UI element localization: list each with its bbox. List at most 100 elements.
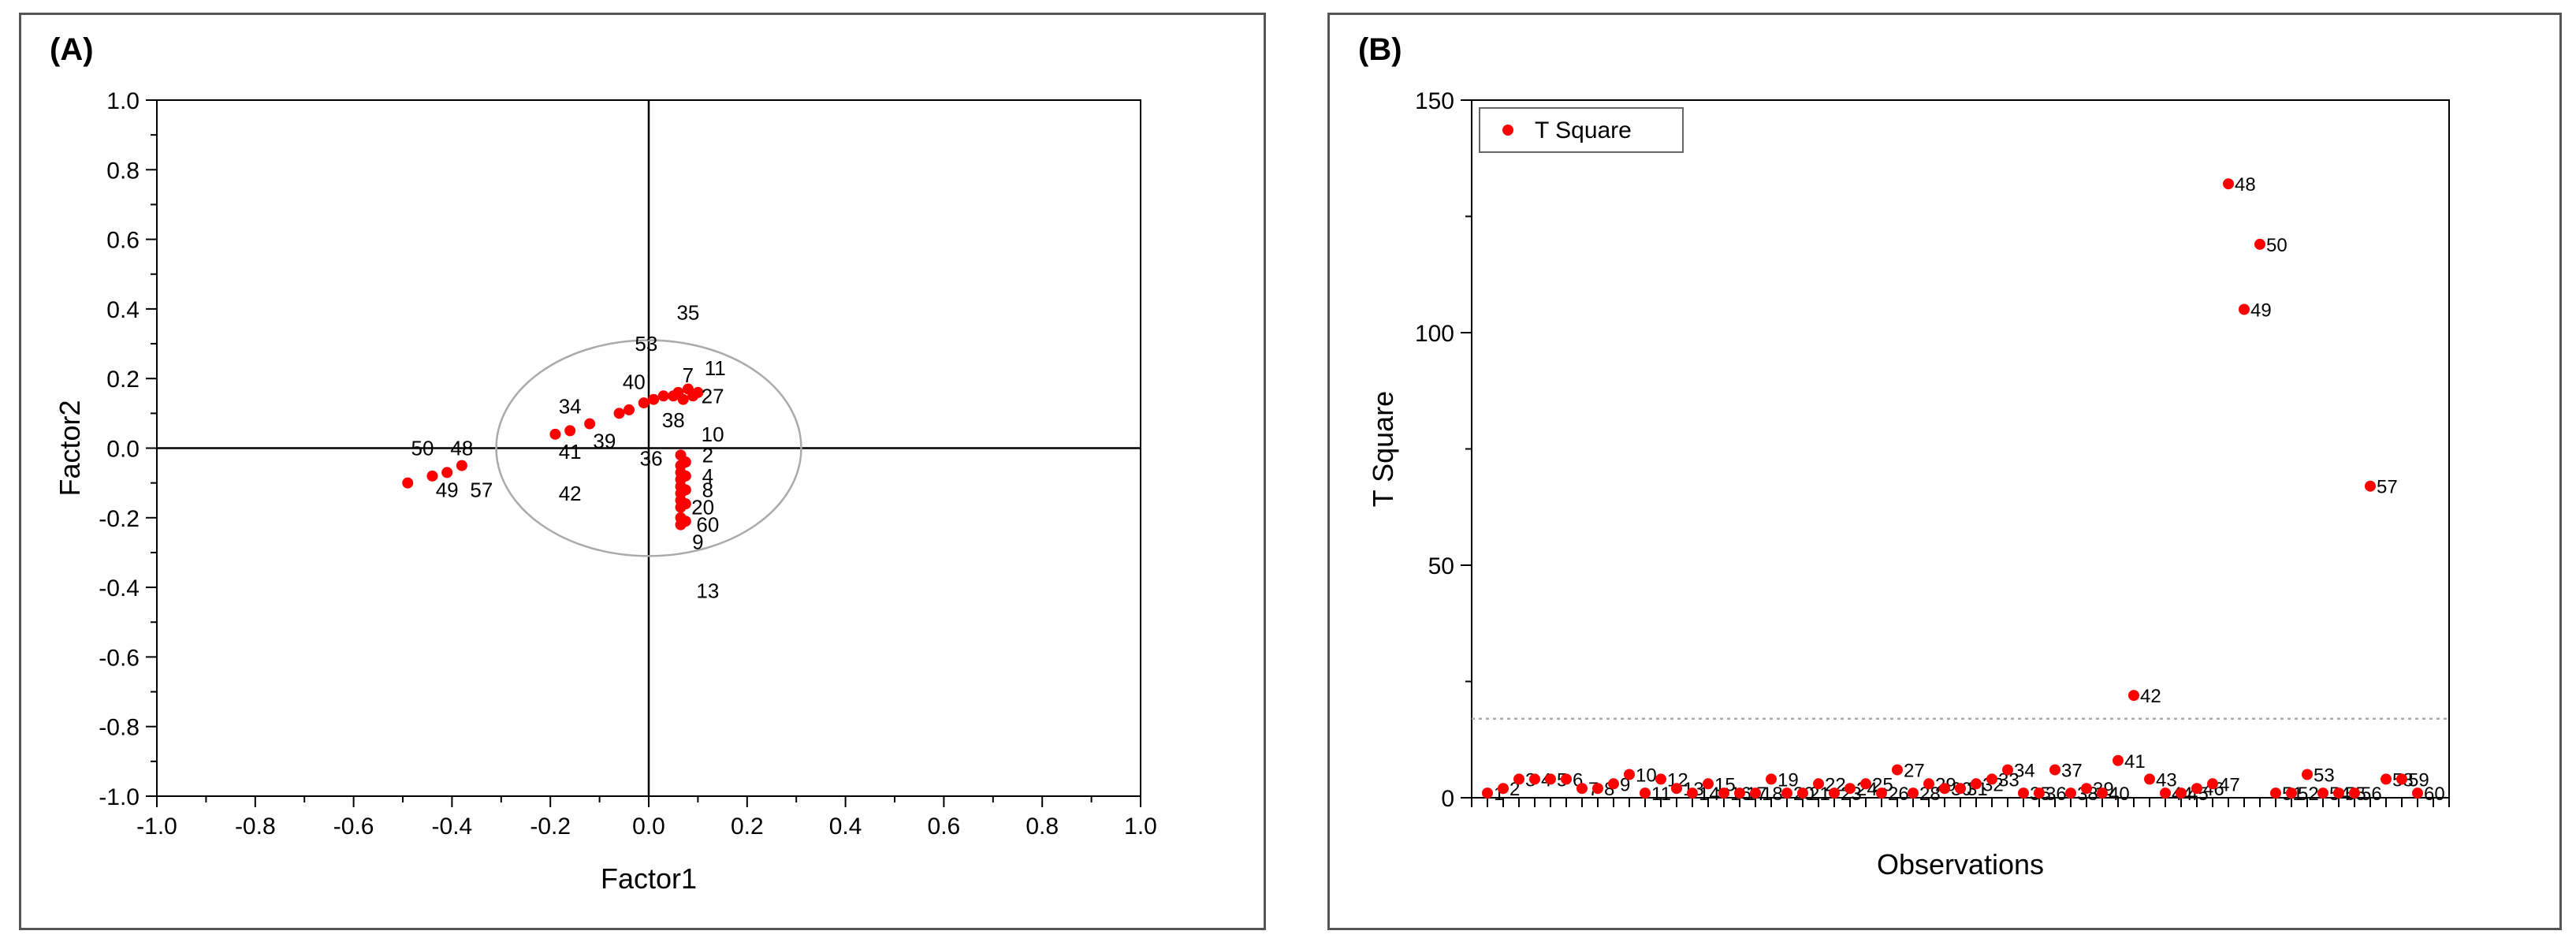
data-point (1750, 787, 1761, 799)
y-tick-label: 0.6 (106, 228, 140, 254)
data-point (2223, 178, 2234, 190)
t-square-chart: 0501001501234567891011121314151617181920… (1367, 88, 2450, 881)
data-point (679, 470, 691, 482)
panel-a-label: (A) (50, 32, 94, 67)
data-point (1498, 783, 1509, 795)
data-point (1687, 787, 1698, 799)
data-point (2412, 787, 2423, 799)
point-label: 43 (2156, 769, 2177, 791)
point-label: 39 (593, 430, 616, 453)
x-tick-label: -0.2 (530, 814, 571, 840)
x-tick-label: 0.2 (731, 814, 764, 840)
data-point (2381, 773, 2392, 785)
y-tick-label: 0.2 (106, 367, 140, 393)
data-point (677, 393, 689, 405)
data-point (2270, 787, 2281, 799)
point-label: 2 (702, 443, 713, 467)
data-point (638, 397, 650, 409)
data-point (1939, 783, 1950, 795)
y-tick-label: 0.0 (106, 437, 140, 463)
point-label: 11 (705, 356, 726, 380)
panel-b: (B) 050100150123456789101112131415161718… (1327, 13, 2562, 930)
data-point (2097, 787, 2108, 799)
point-label: 49 (2250, 300, 2272, 322)
point-label: 10 (1636, 765, 1657, 787)
legend-marker (1502, 125, 1513, 136)
point-label: 42 (559, 482, 582, 505)
y-tick-label: 0.4 (106, 297, 140, 323)
data-point (2286, 787, 2297, 799)
data-point (1955, 783, 1966, 795)
data-point (1545, 773, 1556, 785)
point-label: 35 (676, 300, 699, 324)
data-point (613, 408, 625, 419)
point-label: 36 (640, 447, 663, 471)
data-point (679, 484, 691, 496)
data-point (1624, 769, 1635, 780)
y-tick-label: -0.2 (99, 506, 140, 532)
data-point (1892, 764, 1903, 776)
data-point (1734, 787, 1745, 799)
data-point (2113, 754, 2124, 766)
plot-frame (1471, 99, 2450, 799)
x-tick-label: 1.0 (1124, 814, 1157, 840)
data-point (2239, 303, 2250, 315)
point-label: 48 (450, 437, 473, 460)
data-point (2317, 787, 2328, 799)
point-label: 10 (702, 423, 724, 446)
point-label: 42 (2140, 686, 2161, 707)
point-label: 41 (2124, 751, 2146, 773)
point-label: 9 (692, 531, 703, 554)
point-label: 59 (2408, 769, 2429, 791)
point-label: 52 (2298, 784, 2319, 805)
x-tick-label: -0.8 (235, 814, 276, 840)
point-label: 20 (691, 496, 714, 519)
point-label: 34 (559, 395, 582, 419)
point-label: 18 (1762, 784, 1783, 805)
data-point (1671, 783, 1682, 795)
data-point (1703, 778, 1714, 790)
data-point (657, 390, 669, 402)
data-point (1923, 778, 1934, 790)
y-tick-label: 150 (1415, 88, 1454, 114)
data-point (2034, 787, 2045, 799)
data-point (456, 460, 467, 471)
data-point (1608, 778, 1619, 790)
point-label: 7 (683, 363, 694, 387)
data-point (426, 470, 438, 482)
x-tick-label: 0.4 (829, 814, 862, 840)
y-tick-label: 0 (1441, 786, 1454, 812)
data-point (692, 386, 704, 398)
data-point (2349, 787, 2360, 799)
data-point (2396, 773, 2407, 785)
x-tick-label: 0.0 (632, 814, 665, 840)
data-point (549, 428, 561, 440)
panel-b-label: (B) (1358, 32, 1402, 67)
point-label: 19 (1778, 769, 1799, 791)
panel-a: (A) -1.0 -0.8 -0.6 -0.4 -0.2 0.0 0.2 0.4 0.6 0.8 1… (19, 13, 1266, 930)
data-point (2302, 769, 2313, 780)
data-point (1845, 783, 1856, 795)
data-point (2081, 783, 2092, 795)
point-label: 53 (635, 332, 657, 356)
data-point (2365, 480, 2376, 492)
y-tick-label: 1.0 (106, 88, 140, 114)
y-tick-label: 0.8 (106, 158, 140, 184)
data-point (2160, 787, 2171, 799)
data-point (1971, 778, 1982, 790)
data-point (1576, 783, 1588, 795)
data-point (1766, 773, 1777, 785)
data-point (1561, 773, 1572, 785)
data-point (679, 456, 691, 468)
data-point (2002, 764, 2013, 776)
point-label: 27 (702, 384, 724, 408)
data-point (2254, 238, 2265, 250)
point-label: 57 (470, 478, 493, 501)
data-point (564, 425, 576, 437)
data-point (1640, 787, 1651, 799)
point-label: 4 (702, 464, 713, 488)
point-label: 34 (2014, 761, 2035, 782)
data-point (584, 418, 596, 430)
point-label: 60 (2424, 784, 2445, 805)
y-axis-title: T Square (1367, 391, 1399, 507)
